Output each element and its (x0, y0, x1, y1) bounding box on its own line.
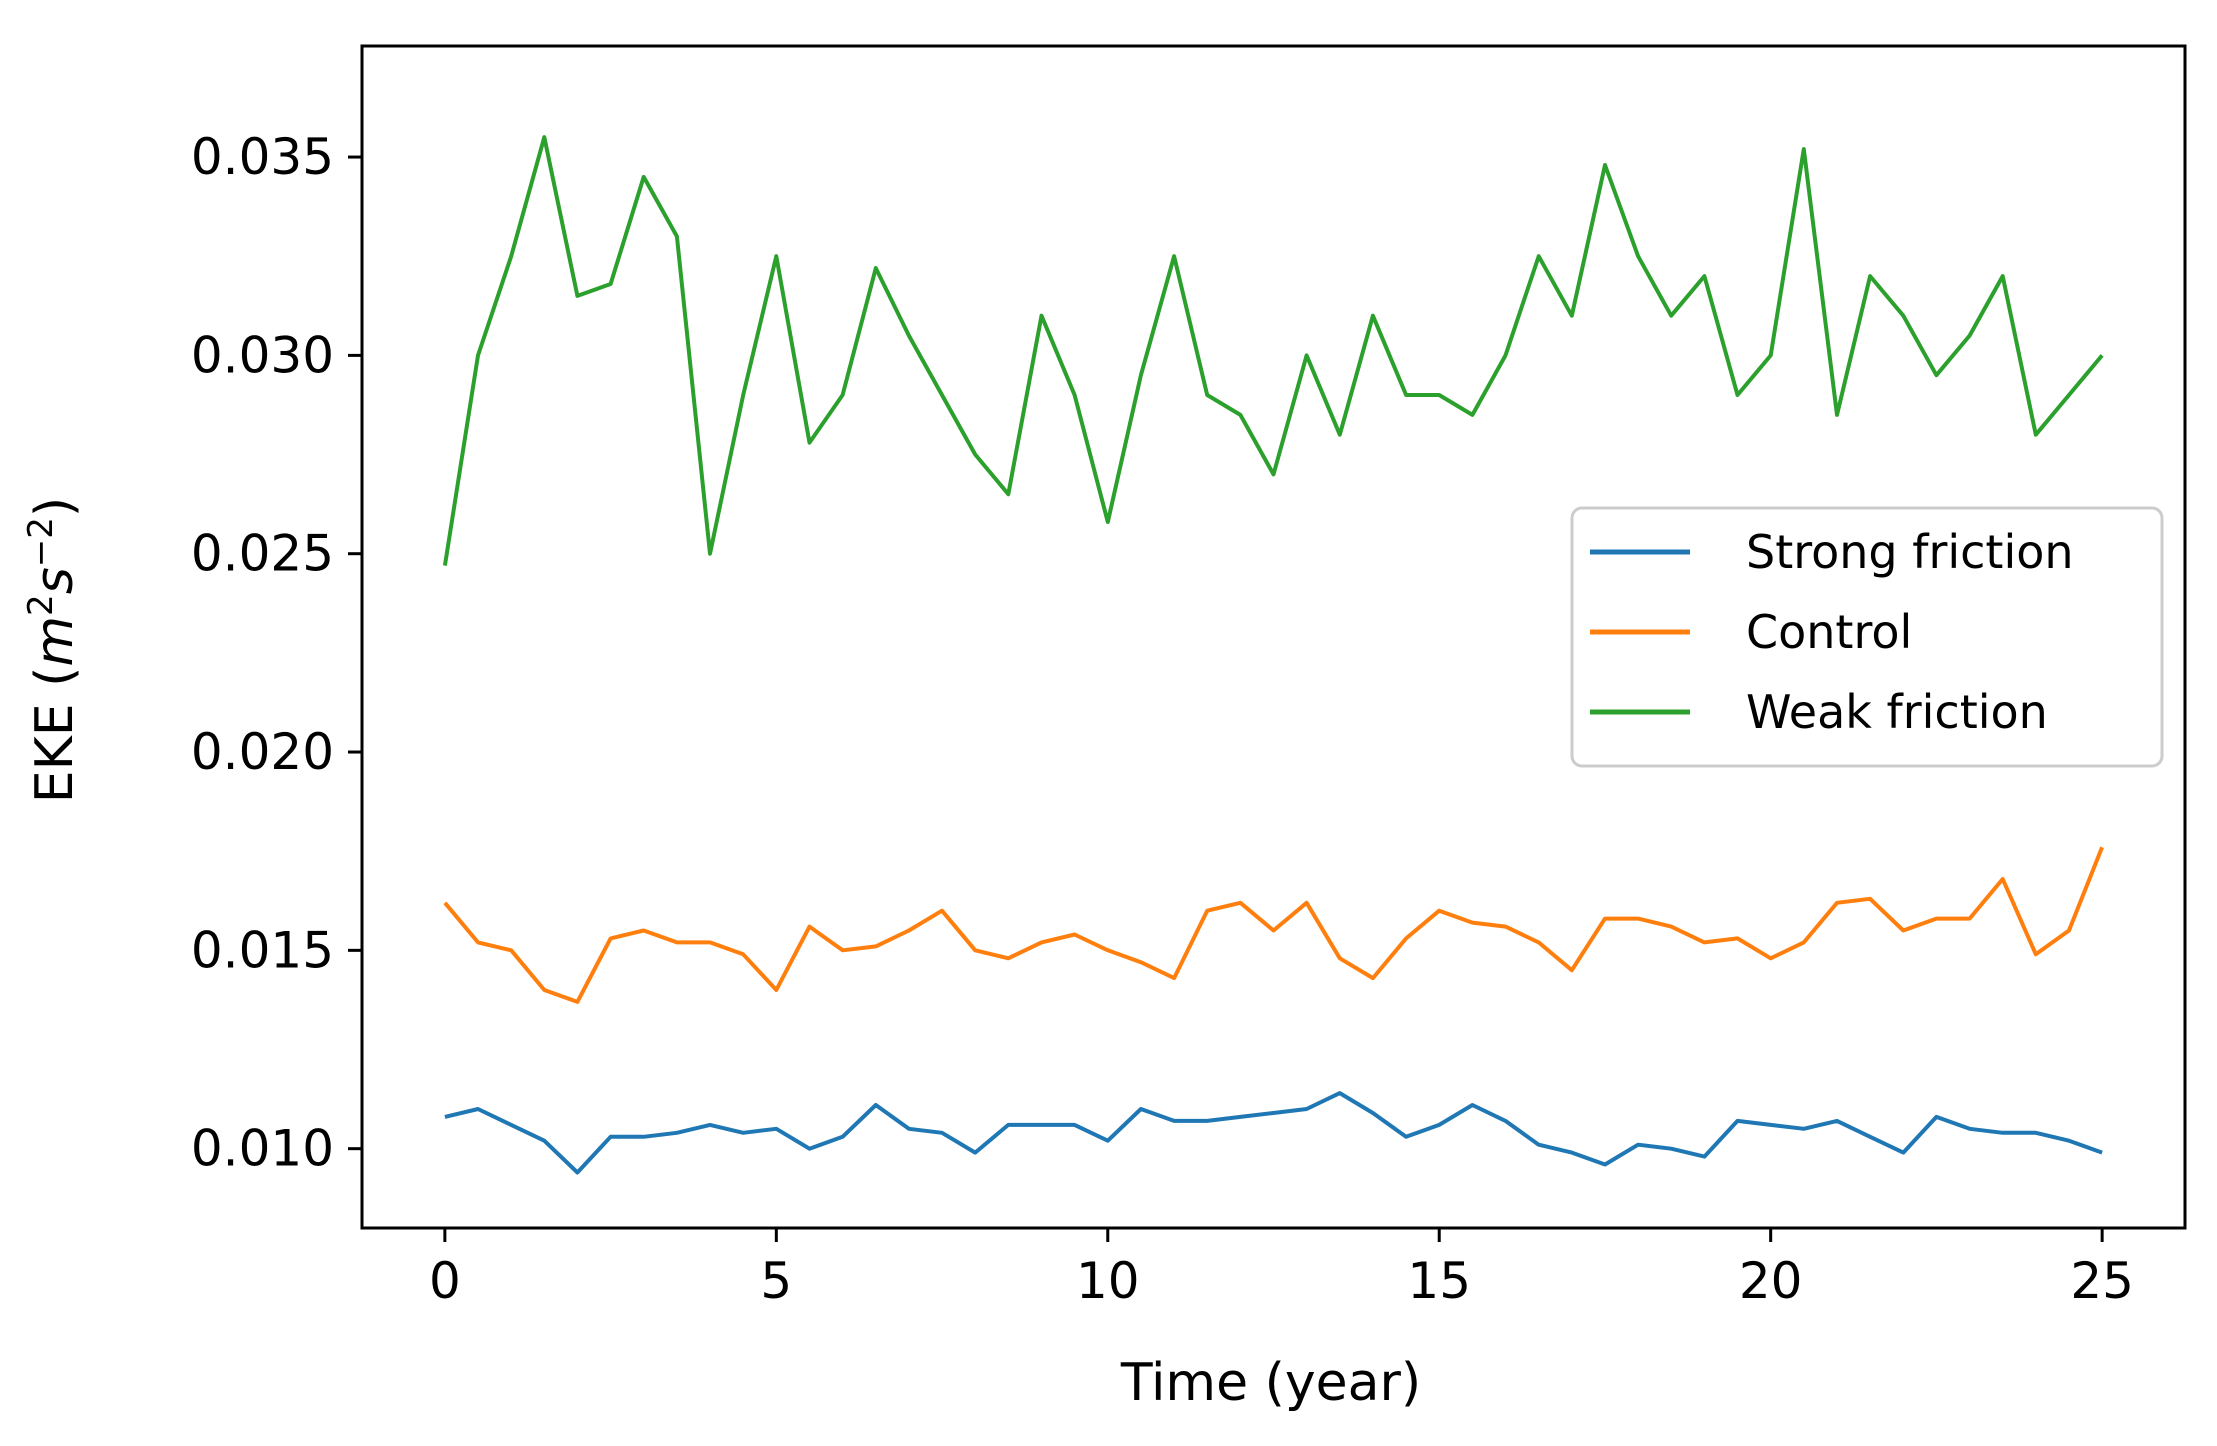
x-tick-label: 25 (2070, 1252, 2134, 1310)
series-line-weak-friction (442, 135, 2104, 566)
x-tick-label: 15 (1407, 1252, 1471, 1310)
y-tick-label: 0.035 (191, 128, 334, 186)
x-axis-ticks: 0 5 10 15 20 25 (429, 1228, 2134, 1310)
y-tick-label: 0.010 (191, 1120, 334, 1178)
legend-box (1570, 506, 2164, 768)
y-axis-ticks: 0.010 0.015 0.020 0.025 0.030 0.035 (191, 128, 362, 1178)
plot-area-frame (360, 44, 2187, 1230)
y-axis-label: EKE (m2s−2) (21, 497, 85, 803)
legend: Strong friction Control Weak friction (1570, 506, 2164, 768)
y-tick-label: 0.025 (191, 525, 334, 583)
y-axis-label-m: m (25, 616, 85, 667)
x-axis-label: Time (year) (1120, 1353, 1421, 1413)
y-axis-label-suffix: ) (25, 497, 85, 517)
x-tick-label: 20 (1739, 1252, 1803, 1310)
legend-label-strong-friction: Strong friction (1746, 525, 2074, 579)
series-line-control (443, 846, 2104, 1004)
y-tick-label: 0.030 (191, 326, 334, 384)
y-tick-label: 0.015 (191, 921, 334, 979)
y-axis-label-s: s (25, 567, 85, 594)
legend-label-control: Control (1746, 605, 1912, 659)
legend-label-weak-friction: Weak friction (1746, 685, 2048, 739)
x-tick-label: 0 (429, 1252, 461, 1310)
x-tick-label: 10 (1076, 1252, 1140, 1310)
y-axis-label-m-exp: 2 (21, 594, 61, 616)
y-axis-label-prefix: EKE ( (25, 667, 85, 804)
series-line-strong-friction (444, 1091, 2103, 1175)
series-layer (442, 135, 2104, 1175)
x-tick-label: 5 (760, 1252, 792, 1310)
y-tick-label: 0.020 (191, 723, 334, 781)
y-axis-label-s-exp: −2 (21, 517, 61, 567)
